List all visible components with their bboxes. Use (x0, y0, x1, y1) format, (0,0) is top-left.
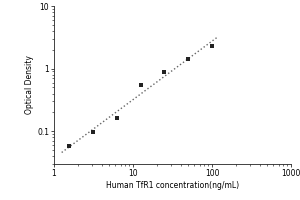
Y-axis label: Optical Density: Optical Density (26, 56, 34, 114)
Point (115, 116, 119, 119)
Point (138, 83, 143, 86)
Point (186, 57, 190, 60)
Point (162, 71, 167, 74)
Point (67, 144, 72, 148)
Point (91, 131, 95, 134)
X-axis label: Human TfR1 concentration(ng/mL): Human TfR1 concentration(ng/mL) (106, 181, 239, 190)
Point (210, 44, 214, 48)
